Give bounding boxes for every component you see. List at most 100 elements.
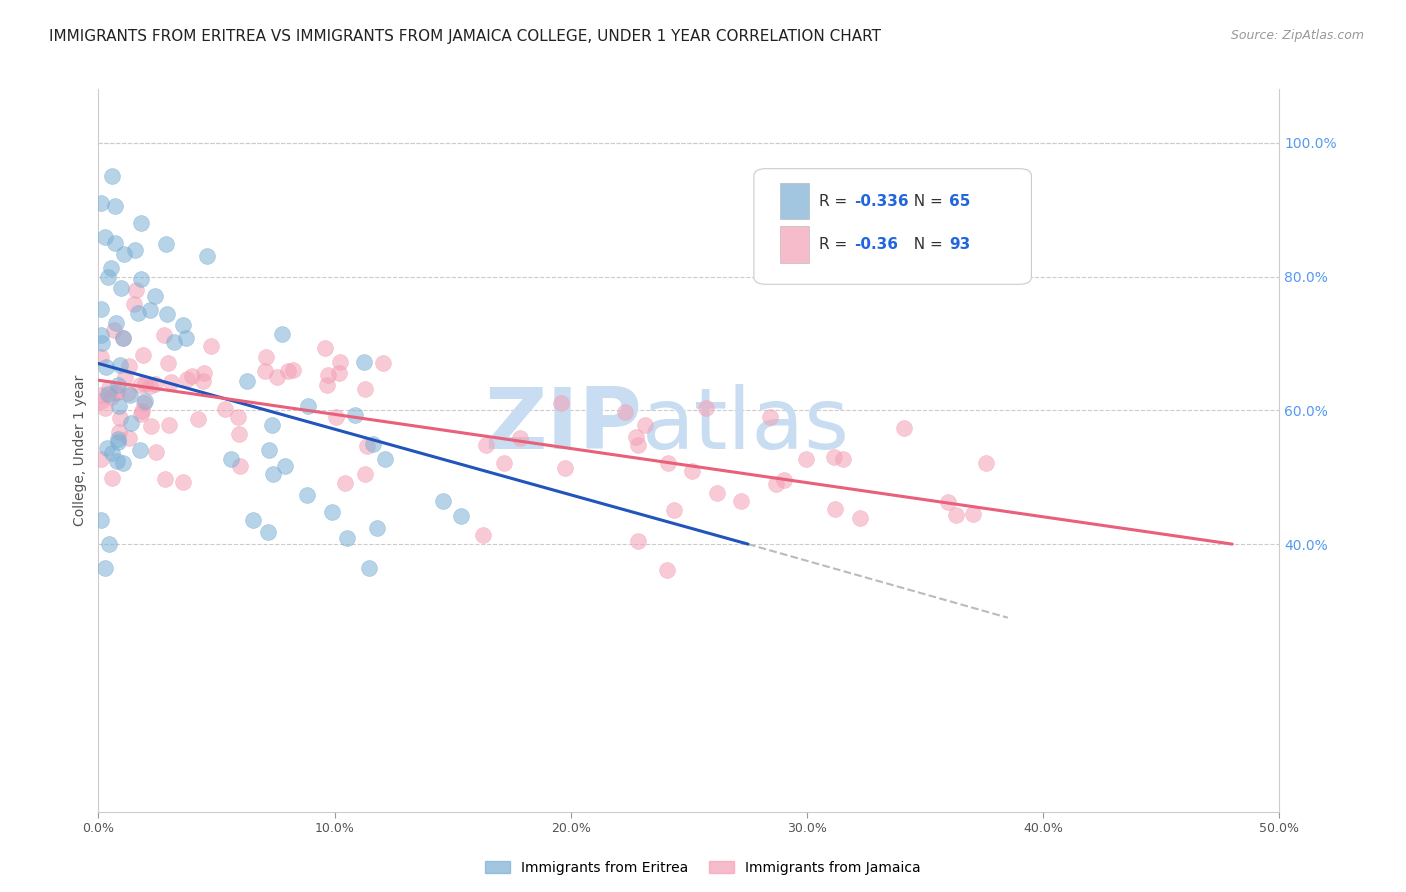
Point xyxy=(129,442,152,457)
Point xyxy=(90,195,112,210)
Point xyxy=(100,169,122,184)
Point xyxy=(432,494,454,508)
Point xyxy=(98,537,121,551)
Point xyxy=(107,433,129,447)
Point xyxy=(254,350,277,364)
Point xyxy=(371,356,394,370)
Point xyxy=(336,532,359,546)
Point xyxy=(321,505,343,519)
Point xyxy=(132,396,155,410)
Point xyxy=(191,374,214,388)
Point xyxy=(100,261,122,276)
Point xyxy=(773,473,796,487)
Point xyxy=(229,459,252,474)
Point xyxy=(765,477,787,491)
Point xyxy=(550,396,572,410)
Point xyxy=(273,458,295,473)
Point xyxy=(343,408,366,422)
Point xyxy=(318,368,340,383)
Point xyxy=(662,503,685,517)
Point xyxy=(627,533,650,548)
Point xyxy=(509,431,531,445)
Point xyxy=(257,442,280,457)
Text: ZIP: ZIP xyxy=(484,384,641,467)
Point xyxy=(118,388,141,402)
Point xyxy=(153,327,176,342)
Point xyxy=(624,430,647,444)
Point xyxy=(450,509,472,524)
Point xyxy=(893,421,915,435)
Point xyxy=(242,513,264,527)
Point xyxy=(172,318,194,333)
Point xyxy=(96,441,118,455)
Point xyxy=(824,501,846,516)
Point xyxy=(101,471,124,485)
Point xyxy=(110,411,132,425)
Point xyxy=(962,508,984,522)
FancyBboxPatch shape xyxy=(780,227,810,262)
Point xyxy=(974,456,997,470)
Point xyxy=(124,243,146,257)
Point xyxy=(90,328,112,343)
Text: -0.36: -0.36 xyxy=(855,237,898,252)
Point xyxy=(131,404,153,418)
Point xyxy=(118,431,141,445)
Point xyxy=(759,410,782,425)
Point xyxy=(108,399,131,413)
Point xyxy=(730,493,752,508)
Point xyxy=(363,437,385,451)
Point xyxy=(262,467,284,481)
Point xyxy=(139,418,162,433)
Point xyxy=(101,446,124,460)
Point xyxy=(111,456,134,470)
Point xyxy=(187,412,209,426)
Point xyxy=(180,369,202,384)
FancyBboxPatch shape xyxy=(754,169,1032,285)
Point xyxy=(266,369,288,384)
Point xyxy=(98,381,121,395)
Text: N =: N = xyxy=(904,194,948,209)
Point xyxy=(832,452,855,467)
Point xyxy=(118,359,141,373)
Point xyxy=(91,335,114,350)
Text: 65: 65 xyxy=(949,194,970,209)
Point xyxy=(353,355,375,369)
Point xyxy=(356,439,378,453)
Point xyxy=(90,513,112,527)
Text: R =: R = xyxy=(818,237,852,252)
Point xyxy=(125,283,148,297)
Text: Source: ZipAtlas.com: Source: ZipAtlas.com xyxy=(1230,29,1364,42)
Point xyxy=(90,452,112,467)
Legend: Immigrants from Eritrea, Immigrants from Jamaica: Immigrants from Eritrea, Immigrants from… xyxy=(479,855,927,880)
Point xyxy=(156,355,179,369)
Point xyxy=(107,425,129,439)
Point xyxy=(329,354,352,368)
Point xyxy=(107,434,129,449)
Point xyxy=(124,297,146,311)
Point xyxy=(335,476,357,491)
Point xyxy=(297,487,319,501)
Point xyxy=(128,378,150,392)
Point xyxy=(143,289,166,303)
Text: 93: 93 xyxy=(949,237,970,252)
Point xyxy=(105,454,128,468)
Point xyxy=(938,495,960,509)
Point xyxy=(105,316,128,330)
Text: -0.336: -0.336 xyxy=(855,194,908,209)
Point xyxy=(172,475,194,489)
Point xyxy=(226,410,249,425)
Point xyxy=(200,339,222,353)
Point xyxy=(157,418,180,433)
Point xyxy=(475,438,498,452)
Point xyxy=(314,341,336,355)
Point xyxy=(297,399,319,413)
Point xyxy=(354,467,377,481)
Point xyxy=(112,331,135,345)
Point xyxy=(794,452,817,467)
Point xyxy=(139,303,162,318)
Point xyxy=(374,452,396,467)
Point xyxy=(366,521,388,535)
Point xyxy=(127,306,149,320)
Point xyxy=(695,401,717,415)
Point xyxy=(105,385,128,400)
